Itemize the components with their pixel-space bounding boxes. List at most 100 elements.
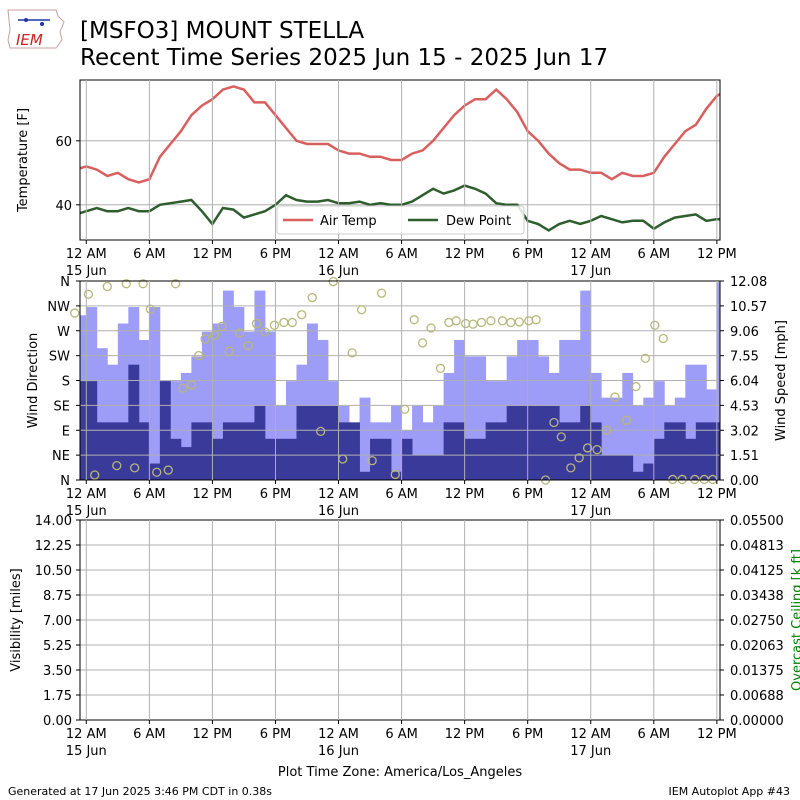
wind-speed-bar	[391, 471, 402, 480]
visibility-day-label: 15 Jun	[66, 744, 107, 759]
wind-speed-bar	[559, 422, 571, 480]
wind-speed-bar	[401, 438, 413, 480]
wind-direction-point	[170, 279, 181, 289]
temperature-xtick-label: 6 PM	[512, 247, 543, 262]
wind-dir-tick-label: S	[62, 375, 70, 390]
wind-speed-bar	[527, 405, 539, 480]
ceiling-tick-label: 0.05500	[730, 514, 784, 529]
wind-direction-point	[631, 381, 641, 392]
wind-gust-bar	[222, 290, 234, 480]
wind-speed-bar	[359, 471, 371, 480]
ceiling-tick-label: 0.02750	[730, 614, 784, 629]
wind-direction-point	[307, 292, 317, 303]
legend-dew-point-label: Dew Point	[446, 214, 511, 229]
wind-speed-tick-label: 4.53	[730, 399, 759, 414]
temperature-legend: Air Temp Dew Point	[276, 205, 525, 235]
visibility-xtick-label: 6 AM	[638, 727, 671, 742]
wind-speed-bar	[653, 438, 665, 480]
wind-direction-point	[451, 316, 461, 326]
wind-speed-bar	[243, 422, 255, 480]
temperature-ytick-label: 60	[55, 135, 72, 150]
wind-speed-bar	[317, 405, 329, 480]
wind-speed-ylabel: Wind Speed [mph]	[774, 320, 789, 441]
wind-gust-bar	[191, 356, 203, 480]
wind-speed-bar	[475, 438, 487, 480]
wind-direction-point	[217, 321, 227, 331]
temperature-ylabel: Temperature [F]	[16, 108, 31, 213]
wind-xtick-label: 12 AM	[66, 487, 107, 502]
wind-xtick-label: 12 AM	[318, 487, 359, 502]
wind-gust-bar	[716, 282, 720, 480]
ceiling-tick-label: 0.03438	[730, 589, 784, 604]
wind-gust-bar	[475, 356, 487, 480]
visibility-tick-label: 0.00	[43, 714, 72, 729]
wind-gust-bar	[622, 372, 634, 480]
visibility-tick-label: 14.00	[35, 514, 72, 529]
wind-gust-bar	[559, 339, 571, 480]
wind-speed-bar	[338, 422, 350, 480]
temperature-xtick-label: 12 PM	[193, 247, 233, 262]
footer-generated: Generated at 17 Jun 2025 3:46 PM CDT in …	[8, 785, 273, 798]
wind-direction-point	[409, 315, 419, 325]
wind-day-label: 16 Jun	[318, 504, 359, 519]
wind-direction-point	[556, 432, 566, 442]
wind-xtick-label: 6 PM	[512, 487, 543, 502]
visibility-xtick-label: 12 AM	[318, 727, 359, 742]
wind-speed-bar	[328, 405, 339, 480]
ceiling-tick-label: 0.04813	[730, 539, 784, 554]
wind-speed-bar	[296, 405, 308, 480]
wind-gust-bar	[611, 397, 623, 480]
wind-direction-point	[163, 465, 173, 475]
wind-speed-bar	[233, 422, 245, 480]
wind-speed-bar	[349, 422, 360, 480]
wind-speed-bar	[485, 422, 497, 480]
wind-direction-point	[574, 453, 584, 463]
temperature-day-label: 15 Jun	[66, 264, 107, 279]
wind-direction-point	[376, 288, 387, 298]
wind-direction-point	[476, 317, 487, 328]
visibility-ylabel: Visibility [miles]	[9, 568, 24, 671]
wind-direction-ylabel: Wind Direction	[26, 333, 41, 429]
wind-speed-tick-label: 0.00	[730, 474, 759, 489]
wind-gust-bar	[212, 323, 224, 480]
wind-speed-bar	[254, 405, 266, 480]
wind-speed-bar	[96, 422, 108, 480]
wind-speed-bar	[695, 422, 707, 480]
temperature-xtick-label: 12 AM	[318, 247, 359, 262]
wind-direction-point	[235, 328, 245, 338]
wind-direction-point	[102, 281, 112, 292]
wind-gust-bar	[117, 323, 129, 480]
visibility-xtick-label: 6 PM	[260, 727, 291, 742]
wind-direction-point	[621, 415, 632, 425]
wind-direction-point	[152, 467, 162, 477]
wind-speed-bar	[306, 405, 318, 480]
temperature-xtick-label: 6 AM	[638, 247, 671, 262]
visibility-day-label: 16 Jun	[318, 744, 359, 759]
wind-gust-bar	[391, 405, 402, 480]
wind-speed-bar	[128, 364, 140, 480]
wind-direction-point	[269, 320, 280, 330]
wind-direction-point	[582, 443, 593, 453]
wind-xtick-label: 12 PM	[445, 487, 485, 502]
wind-speed-bar	[285, 438, 297, 480]
wind-speed-bar	[412, 455, 423, 480]
visibility-xtick-label: 6 PM	[512, 727, 543, 742]
wind-direction-point	[468, 319, 478, 329]
wind-dir-tick-label: NW	[47, 300, 70, 315]
ceiling-ylabel: Overcast Ceiling [k ft]	[790, 549, 800, 691]
wind-direction-point	[601, 425, 612, 435]
visibility-tick-label: 1.75	[43, 689, 72, 704]
wind-speed-bar	[611, 455, 623, 480]
wind-direction-point	[549, 417, 559, 428]
wind-xtick-label: 6 PM	[260, 487, 291, 502]
legend-box	[276, 205, 525, 235]
wind-direction-point	[426, 323, 436, 333]
wind-frame	[79, 280, 721, 481]
wind-direction-point	[444, 317, 454, 328]
wind-speed-bar	[433, 455, 445, 480]
temperature-panel: 40 60 12 AM 15 Jun 6 AM 12 PM 6 PM 12 AM 16 Jun 6…	[16, 79, 737, 279]
wind-speed-bar	[601, 455, 613, 480]
wind-direction-point	[506, 317, 516, 328]
wind-direction-point	[112, 460, 122, 471]
ceiling-tick-label: 0.04125	[730, 564, 784, 579]
